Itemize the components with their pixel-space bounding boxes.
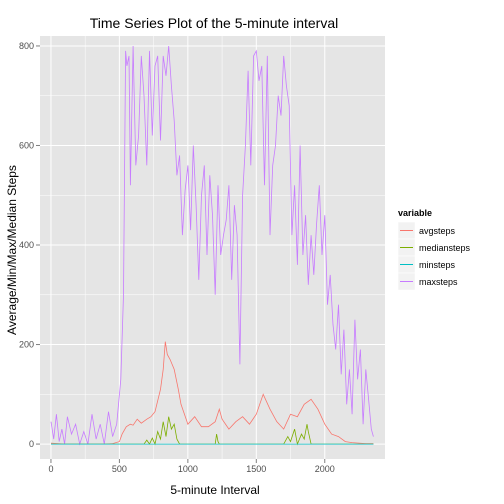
x-tick-label: 2000 [315,464,335,474]
legend-title: variable [398,208,432,218]
legend-item-avgsteps: avgsteps [397,221,456,240]
x-axis: 0 500 1000 1500 2000 [48,459,335,474]
plot-panel [40,36,385,459]
y-tick-label: 200 [19,340,34,350]
x-tick-label: 1000 [178,464,198,474]
x-tick-label: 500 [112,464,127,474]
grid-major-x [50,36,326,459]
legend-item-minsteps: minsteps [397,255,456,274]
series-line-avgsteps [50,341,374,445]
legend-label-minsteps: minsteps [419,260,456,270]
series-line-maxsteps [50,45,374,446]
x-axis-title: 5-minute Interval [170,483,259,497]
y-axis-title: Average/Min/Max/Median Steps [5,165,19,335]
legend-label-maxsteps: maxsteps [419,277,458,287]
y-axis: 0 200 400 600 800 [19,41,40,449]
x-tick-label: 1500 [246,464,266,474]
legend: variable avgsteps mediansteps minsteps m… [397,208,471,291]
legend-item-maxsteps: maxsteps [397,272,458,291]
y-tick-label: 600 [19,140,34,150]
y-tick-label: 400 [19,240,34,250]
legend-label-avgsteps: avgsteps [419,226,456,236]
y-tick-label: 800 [19,41,34,51]
x-tick-label: 0 [48,464,53,474]
chart-title: Time Series Plot of the 5-minute interva… [90,15,338,31]
legend-label-mediansteps: mediansteps [419,243,471,253]
series-layer [50,45,374,446]
legend-item-mediansteps: mediansteps [397,238,471,257]
y-tick-label: 0 [29,439,34,449]
